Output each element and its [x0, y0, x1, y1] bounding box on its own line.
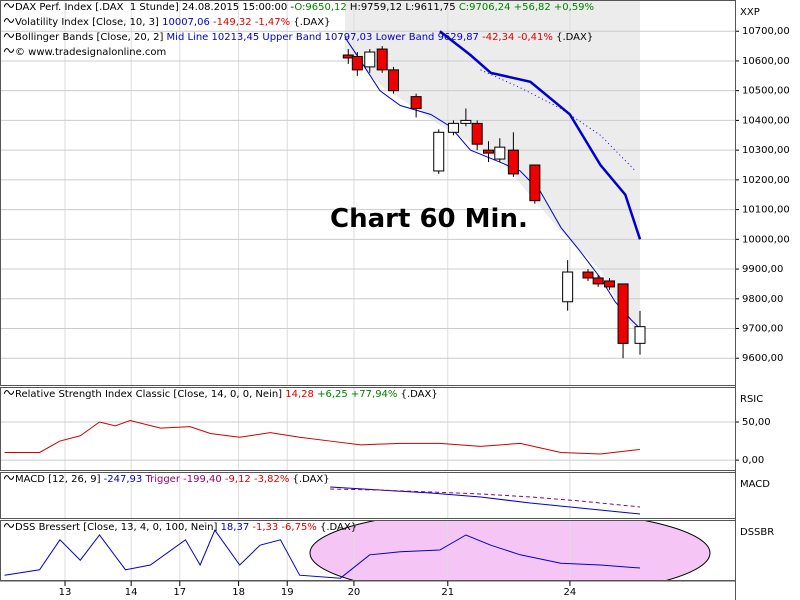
candle-body	[364, 51, 376, 68]
header-text: C:9706,24 +56,82 +0,59%	[458, 2, 595, 13]
header-text: © www.tradesignalonline.com	[15, 47, 167, 58]
indicator-line	[439, 30, 642, 240]
header-text: Trigger -199,40	[142, 474, 222, 485]
y-tick-label: 9800,00	[742, 294, 783, 305]
candle-body	[376, 48, 388, 71]
header-text: -247,93	[103, 474, 143, 485]
icon	[3, 18, 15, 23]
header-line: © www.tradesignalonline.com	[3, 46, 167, 59]
header-text: {.DAX}	[290, 17, 331, 28]
candle-body	[507, 149, 519, 175]
annotation: Chart 60 Min.	[330, 204, 528, 234]
header-text: DSS Bressert [Close, 13, 4, 0, 100, Nein…	[15, 522, 221, 533]
header-line: Volatility Index [Close, 10, 3] 10007,06…	[3, 16, 331, 29]
x-tick-label: 20	[348, 587, 361, 598]
header-line: Relative Strength Index Classic [Close, …	[3, 388, 438, 401]
x-tick-label: 21	[441, 587, 454, 598]
candle-body	[634, 326, 646, 344]
header-text: O:9650,12	[294, 2, 347, 13]
candle-body	[433, 131, 445, 172]
y-tick-label: 50,00	[742, 417, 771, 428]
header-text: DAX Perf. Index [.DAX 1 Stunde] 24.08.20…	[15, 2, 295, 13]
y-tick-label: 10100,00	[742, 205, 790, 216]
y-tick-label: 9700,00	[742, 324, 783, 335]
y-tick-label: 10200,00	[742, 175, 790, 186]
panel-label: DSSBR	[740, 527, 774, 538]
candle-body	[617, 283, 629, 344]
x-tick-label: 24	[564, 587, 577, 598]
candle-body	[482, 149, 494, 154]
candle-body	[562, 271, 574, 303]
y-tick-label: 10700,00	[742, 26, 790, 37]
icon	[3, 3, 15, 8]
header-line: DSS Bressert [Close, 13, 4, 0, 100, Nein…	[3, 521, 358, 534]
indicator-line	[330, 488, 641, 508]
header-text: {.DAX}	[552, 32, 594, 43]
candle-body	[447, 122, 459, 133]
candle-body	[460, 119, 472, 124]
header-text: Volatility Index [Close, 10, 3]	[15, 17, 163, 28]
candle-body	[582, 271, 594, 279]
x-tick-label: 17	[173, 587, 186, 598]
header-text: {.DAX}	[289, 474, 330, 485]
header-text: 18,37	[220, 522, 250, 533]
header-text: Mid Line 10213,45 Upper Band 10797,03 Lo…	[166, 32, 479, 43]
header-line: MACD [12, 26, 9] -247,93 Trigger -199,40…	[3, 473, 330, 486]
candle-body	[529, 164, 541, 202]
header-text: -149,32 -1,47%	[209, 17, 291, 28]
icon	[3, 33, 15, 38]
header-text: Relative Strength Index Classic [Close, …	[15, 389, 286, 400]
header-text: {.DAX}	[316, 522, 358, 533]
indicator-line	[4, 529, 641, 579]
icon	[3, 48, 15, 53]
panel-label: MACD	[740, 479, 770, 490]
header-text: -42,34 -0,41%	[478, 32, 553, 43]
header-text: Bollinger Bands [Close, 20, 2]	[15, 32, 167, 43]
candle-body	[603, 280, 615, 288]
candle-body	[494, 146, 506, 160]
icon	[3, 475, 15, 480]
panel-label: RSIC	[740, 394, 763, 405]
indicator-line	[480, 69, 636, 172]
header-text: -9,12 -3,82%	[221, 474, 290, 485]
y-tick-label: 10300,00	[742, 145, 790, 156]
y-tick-label: 10400,00	[742, 115, 790, 126]
candle-body	[471, 122, 483, 145]
header-text: +6,25 +77,94%	[313, 389, 398, 400]
x-tick-label: 14	[125, 587, 138, 598]
highlight-ellipse	[309, 520, 711, 580]
x-tick-label: 19	[281, 587, 294, 598]
y-tick-label: 9900,00	[742, 264, 783, 275]
y-tick-label: 0,00	[742, 455, 764, 466]
candle-body	[410, 96, 422, 110]
y-tick-label: 10000,00	[742, 234, 790, 245]
band-shade	[345, 0, 640, 340]
y-tick-label: 10600,00	[742, 56, 790, 67]
header-text: 14,28	[285, 389, 314, 400]
panel-label: XXP	[740, 7, 760, 18]
header-text: MACD [12, 26, 9]	[15, 474, 104, 485]
header-line: Bollinger Bands [Close, 20, 2] Mid Line …	[3, 31, 594, 44]
x-tick-label: 13	[59, 587, 72, 598]
header-text: -1,33 -6,75%	[249, 522, 317, 533]
candle-body	[388, 69, 400, 92]
x-tick-label: 18	[232, 587, 245, 598]
header-text: {.DAX}	[397, 389, 438, 400]
y-tick-label: 10500,00	[742, 86, 790, 97]
y-tick-label: 9600,00	[742, 353, 783, 364]
indicator-line	[4, 419, 641, 455]
header-text: H:9759,12 L:9611,75	[346, 2, 459, 13]
icon	[3, 523, 15, 528]
candle-body	[342, 54, 354, 59]
icon	[3, 390, 15, 395]
header-text: 10007,06	[162, 17, 210, 28]
candle-body	[592, 277, 604, 285]
candle-body	[351, 55, 363, 71]
header-line: DAX Perf. Index [.DAX 1 Stunde] 24.08.20…	[3, 1, 595, 14]
